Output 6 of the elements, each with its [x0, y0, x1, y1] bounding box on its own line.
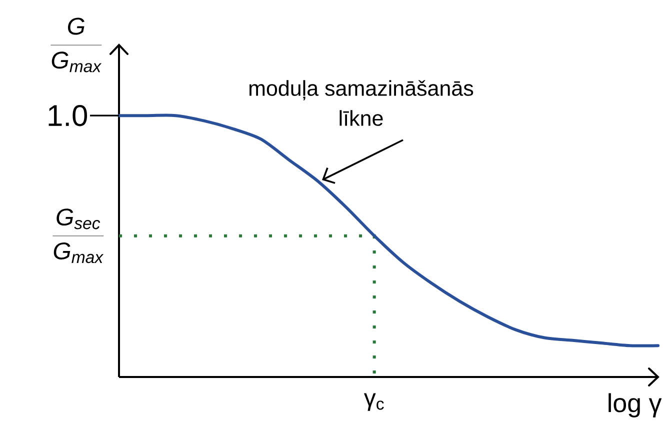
x-axis-title: log γ — [608, 393, 662, 418]
ref-line-label: $\frac{G_{sec}}{G_{max}}$ — [52, 208, 104, 264]
text: 1.0 — [48, 104, 88, 126]
annotation: moduļa samazināšanās līkne — [249, 80, 474, 126]
text: γ$_{c}$ — [364, 393, 384, 411]
y-axis-title: $\frac{G}{G_{max}}$ — [50, 18, 102, 72]
